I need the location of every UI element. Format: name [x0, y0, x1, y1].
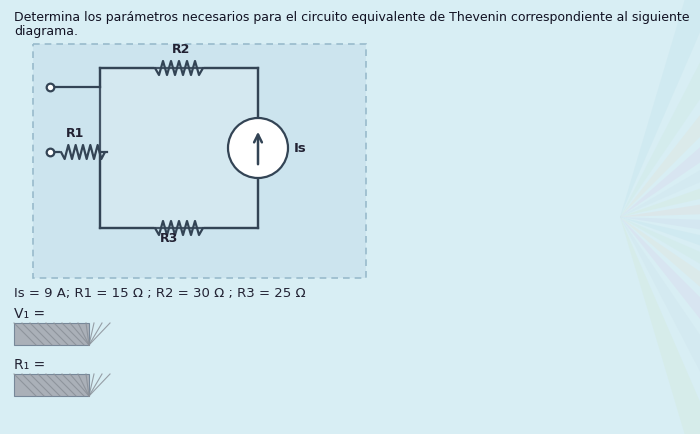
Polygon shape	[620, 217, 700, 434]
Polygon shape	[620, 217, 700, 294]
FancyBboxPatch shape	[14, 323, 89, 345]
Polygon shape	[620, 0, 700, 217]
Polygon shape	[620, 217, 700, 434]
Polygon shape	[620, 0, 700, 217]
Polygon shape	[620, 217, 700, 434]
Polygon shape	[620, 0, 700, 217]
Text: Determina los parámetros necesarios para el circuito equivalente de Thevenin cor: Determina los parámetros necesarios para…	[14, 11, 690, 24]
Polygon shape	[620, 0, 700, 217]
Polygon shape	[620, 0, 700, 217]
Polygon shape	[620, 217, 700, 434]
Text: R3: R3	[160, 232, 178, 245]
Text: V₁ =: V₁ =	[14, 307, 45, 321]
Text: diagrama.: diagrama.	[14, 25, 78, 38]
Text: R1: R1	[66, 127, 84, 140]
FancyBboxPatch shape	[33, 44, 366, 278]
FancyBboxPatch shape	[14, 374, 89, 396]
Polygon shape	[620, 49, 700, 217]
Polygon shape	[620, 140, 700, 217]
Polygon shape	[620, 217, 700, 434]
Text: R2: R2	[172, 43, 190, 56]
Text: R₁ =: R₁ =	[14, 358, 46, 372]
Polygon shape	[620, 217, 700, 385]
Text: Is: Is	[294, 141, 307, 155]
FancyBboxPatch shape	[100, 68, 258, 228]
Text: Is = 9 A; R1 = 15 Ω ; R2 = 30 Ω ; R3 = 25 Ω: Is = 9 A; R1 = 15 Ω ; R2 = 30 Ω ; R3 = 2…	[14, 287, 306, 300]
Circle shape	[228, 118, 288, 178]
